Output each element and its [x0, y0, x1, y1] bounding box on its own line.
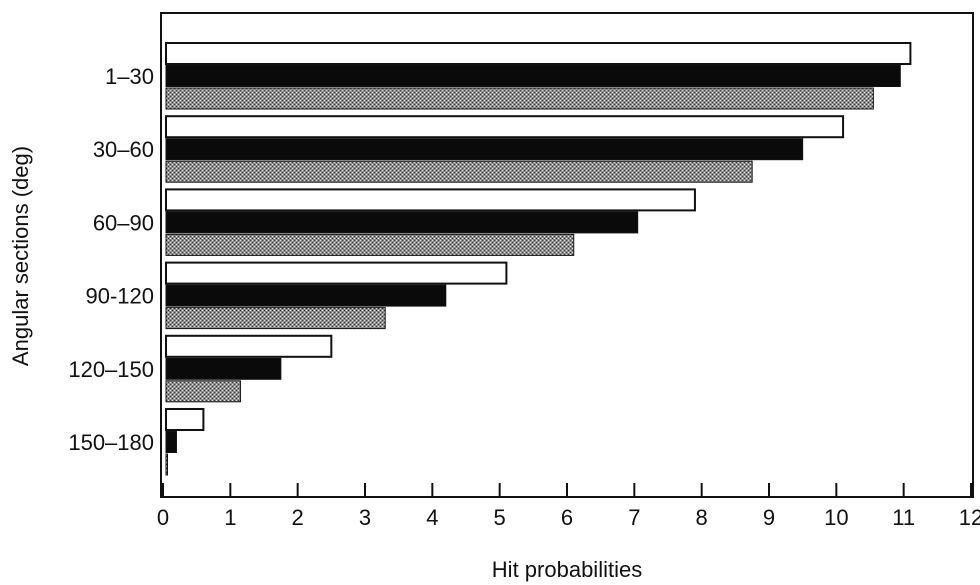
bar-3-cat-1 [165, 87, 874, 110]
bar-3-cat-3 [165, 233, 575, 256]
x-tick-label: 8 [696, 505, 708, 530]
x-axis-title: Hit probabilities [492, 557, 642, 582]
x-tick-label: 10 [824, 505, 848, 530]
x-tick-label: 5 [494, 505, 506, 530]
bar-2-cat-2 [165, 138, 804, 161]
bar-3-cat-4 [165, 307, 386, 330]
y-category-label: 150–180 [68, 430, 154, 455]
bar-2-cat-1 [165, 65, 901, 87]
bar-2-cat-5 [165, 357, 282, 380]
bar-2-cat-6 [165, 431, 177, 453]
bar-1-cat-2 [165, 115, 845, 139]
x-tick-label: 9 [763, 505, 775, 530]
x-tick-label: 7 [628, 505, 640, 530]
bar-3-cat-6 [165, 453, 168, 476]
y-category-label: 1–30 [105, 64, 154, 89]
x-tick-label: 2 [292, 505, 304, 530]
x-tick-label: 3 [359, 505, 371, 530]
y-category-label: 90-120 [85, 284, 154, 309]
bar-1-cat-3 [165, 188, 696, 212]
bar-3-cat-5 [165, 380, 241, 403]
x-tick-label: 0 [157, 505, 169, 530]
bar-1-cat-6 [165, 408, 205, 431]
x-tick-label: 6 [561, 505, 573, 530]
x-tick-label: 4 [426, 505, 438, 530]
y-axis-title: Angular sections (deg) [8, 146, 33, 366]
bar-2-cat-4 [165, 284, 447, 307]
y-category-label: 120–150 [68, 357, 154, 382]
bar-3-cat-2 [165, 160, 753, 183]
y-category-label: 30–60 [93, 137, 154, 162]
bar-2-cat-3 [165, 211, 639, 234]
x-tick-label: 12 [959, 505, 980, 530]
bar-1-cat-5 [165, 334, 333, 358]
bar-1-cat-4 [165, 261, 508, 285]
bar-1-cat-1 [165, 42, 912, 65]
x-tick-label: 1 [224, 505, 236, 530]
x-tick-label: 11 [892, 505, 915, 530]
y-category-label: 60–90 [93, 210, 154, 235]
